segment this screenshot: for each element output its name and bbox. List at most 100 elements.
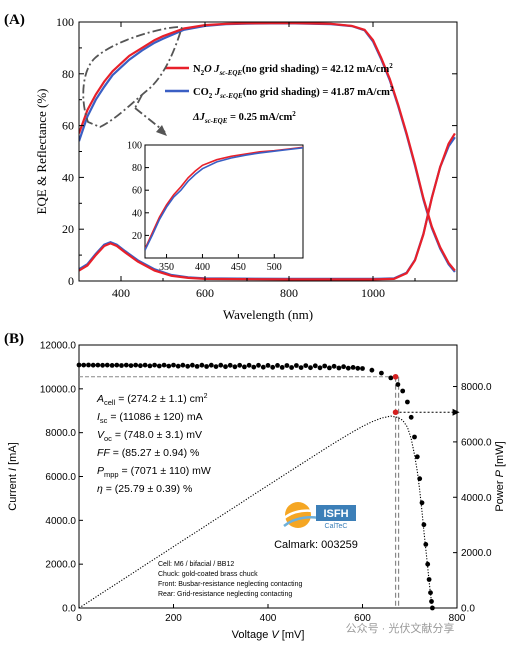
parameter-4: Pmpp = (7071 ± 110) mW <box>97 465 211 479</box>
iv-point <box>227 362 233 368</box>
iv-point <box>317 365 323 371</box>
inset-x-tick-label: 400 <box>195 262 210 273</box>
y-tick-label-b: 0.0 <box>62 604 76 615</box>
iv-point <box>185 363 191 369</box>
zoom-arrow-line <box>134 107 166 133</box>
x-axis-label-b: Voltage V [mV] <box>232 629 305 641</box>
y-tick-label-a: 0 <box>68 274 74 288</box>
iv-point <box>421 522 427 528</box>
x-tick-label-a: 600 <box>196 286 214 300</box>
panel-label-a: (A) <box>4 12 25 28</box>
panel-label-b: (B) <box>4 331 24 347</box>
iv-point <box>152 362 158 368</box>
iv-point <box>419 500 425 506</box>
iv-point <box>109 363 115 368</box>
iv-point <box>312 363 318 369</box>
y-tick-label-a: 60 <box>62 119 74 133</box>
iv-point <box>428 590 433 596</box>
iv-point <box>327 365 332 371</box>
y-axis-label-a: EQE & Reflectance (%) <box>34 89 49 215</box>
x-tick-label-b: 600 <box>354 613 371 624</box>
iv-point <box>400 388 406 394</box>
iv-point <box>331 363 337 369</box>
iv-point <box>423 542 429 547</box>
iv-point <box>265 363 271 368</box>
inset-x-tick-label: 350 <box>159 262 174 273</box>
iv-point <box>246 362 252 368</box>
iv-point <box>350 365 356 370</box>
logo-subtext: CalTeC <box>325 523 348 530</box>
y2-axis-label-b: Power P [mW] <box>494 441 506 511</box>
inset-y-tick-label: 60 <box>132 186 142 197</box>
iv-point <box>395 382 401 387</box>
logo-box <box>316 505 356 521</box>
iv-point <box>223 364 228 370</box>
iv-point <box>260 364 266 370</box>
x-tick-label-a: 800 <box>280 286 298 300</box>
iv-point <box>133 362 139 368</box>
iv-points <box>76 362 435 611</box>
y2-tick-label-b: 2000.0 <box>461 548 492 559</box>
power-curve <box>78 415 433 609</box>
legend-entry-1: CO2 Jsc-EQE(no grid shading) = 41.87 mA/… <box>193 85 394 100</box>
iv-point <box>119 363 124 368</box>
iv-point <box>161 362 167 368</box>
iv-point <box>284 363 290 368</box>
iv-point <box>232 364 238 370</box>
iv-point <box>369 367 375 373</box>
iv-point <box>81 362 87 368</box>
parameter-1: Isc = (11086 ± 120) mA <box>97 411 203 425</box>
iv-point <box>86 362 91 368</box>
iv-point <box>199 362 205 368</box>
power-arrow-head <box>452 408 460 416</box>
logo-text: ISFH <box>323 508 348 520</box>
delta-jsc-annotation: ΔJsc-EQE = 0.25 mA/cm2 <box>192 110 296 125</box>
iv-point <box>417 476 423 482</box>
iv-point <box>408 414 414 420</box>
x-tick-label-a: 1000 <box>361 286 385 300</box>
iv-point <box>429 599 434 604</box>
iv-point <box>379 370 384 376</box>
inset-y-tick-label: 20 <box>132 231 142 242</box>
note-3: Rear: Grid-resistance neglecting contact… <box>158 591 292 598</box>
iv-point <box>204 364 210 369</box>
iv-point <box>412 434 417 440</box>
iv-point <box>426 577 432 582</box>
inset-line-1 <box>145 147 303 251</box>
zoom-region-outline <box>82 26 183 128</box>
y-tick-label-a: 100 <box>56 15 74 29</box>
iv-point <box>294 363 299 368</box>
iv-point <box>360 366 365 371</box>
iv-point <box>298 365 304 370</box>
iv-point <box>414 454 420 460</box>
y-tick-label-b: 4000.0 <box>45 516 76 527</box>
x-tick-label-b: 800 <box>449 613 466 624</box>
parameter-3: FF = (85.27 ± 0.94) % <box>97 447 199 459</box>
legend-entry-0: N2O Jsc-EQE(no grid shading) = 42.12 mA/… <box>193 62 393 77</box>
iv-point <box>279 365 285 370</box>
parameter-0: Acell = (274.2 ± 1.1) cm2 <box>96 393 208 407</box>
iv-point <box>270 364 276 370</box>
iv-point <box>128 363 134 368</box>
iv-point <box>322 363 328 369</box>
iv-point <box>237 362 243 368</box>
panel-b: (B)0 200 400 600 8000.02000.04000.06000.0800… <box>4 331 506 641</box>
iv-point <box>336 365 342 371</box>
zoom-arrow-head <box>156 125 167 136</box>
y-tick-label-b: 2000.0 <box>45 560 76 571</box>
x-axis-label-a: Wavelength (nm) <box>223 307 313 322</box>
iv-point <box>345 365 351 371</box>
iv-point <box>114 362 120 368</box>
y-tick-label-b: 12000.0 <box>40 341 77 352</box>
iv-point <box>308 365 313 371</box>
iv-point <box>147 363 153 369</box>
mpp-marker-current <box>392 373 399 380</box>
inset-x-tick-label: 500 <box>267 262 282 273</box>
iv-point <box>180 362 186 368</box>
y2-tick-label-b: 0.0 <box>461 604 475 615</box>
iv-point <box>76 362 82 368</box>
iv-point <box>425 561 431 567</box>
iv-point <box>95 362 101 368</box>
iv-point <box>275 363 280 368</box>
x-tick-label-b: 200 <box>165 613 182 624</box>
